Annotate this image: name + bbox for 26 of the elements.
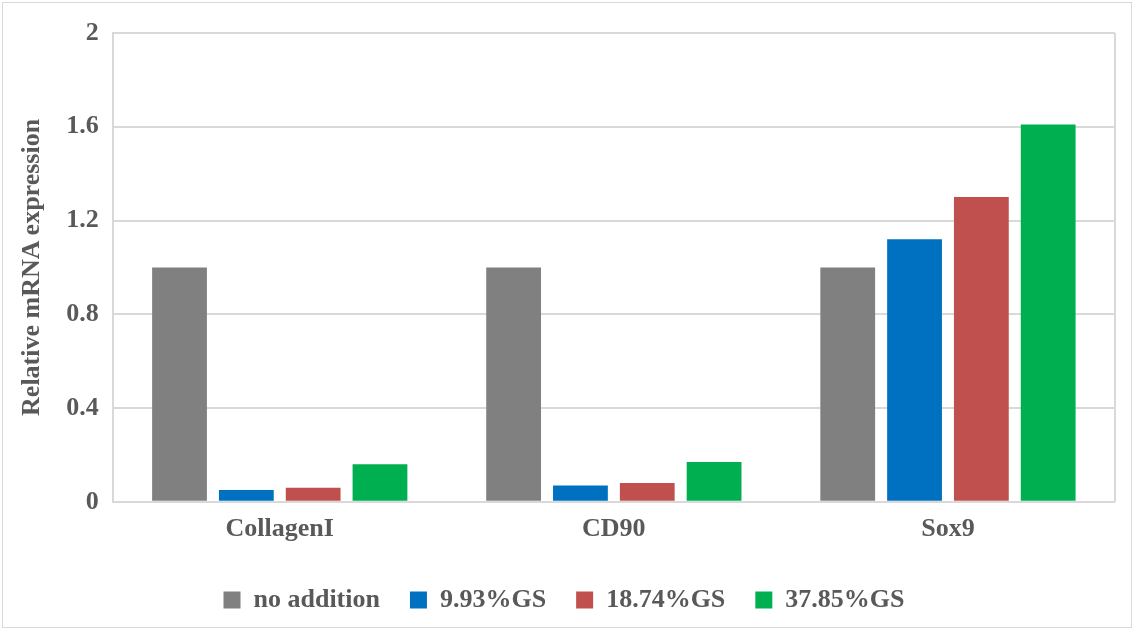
bar [953, 197, 1009, 501]
bar [553, 485, 608, 501]
bar [887, 239, 942, 501]
bar [352, 464, 408, 501]
bar [619, 483, 675, 501]
bar [152, 267, 207, 501]
y-tick-label: 0.4 [66, 391, 99, 421]
bar [285, 487, 341, 501]
y-tick-label: 1.6 [66, 110, 99, 140]
bar [686, 461, 742, 501]
legend-label: 18.74%GS [606, 583, 726, 613]
y-axis-title: Relative mRNA expression [16, 118, 46, 416]
y-tick-label: 0 [85, 485, 99, 515]
legend-label: no addition [253, 583, 381, 613]
legend-label: 37.85%GS [785, 583, 905, 613]
y-tick-label: 0.8 [66, 298, 99, 327]
x-tick-label: CollagenI [225, 513, 334, 543]
x-tick-label: CD90 [582, 513, 646, 543]
bar [820, 267, 876, 501]
y-tick-label: 2 [85, 16, 99, 46]
bar [218, 490, 274, 501]
legend-label: 9.93%GS [439, 583, 547, 613]
y-tick-label: 1.2 [66, 204, 99, 234]
x-tick-label: Sox9 [921, 513, 975, 543]
bar [1020, 124, 1076, 501]
bar [486, 267, 542, 501]
